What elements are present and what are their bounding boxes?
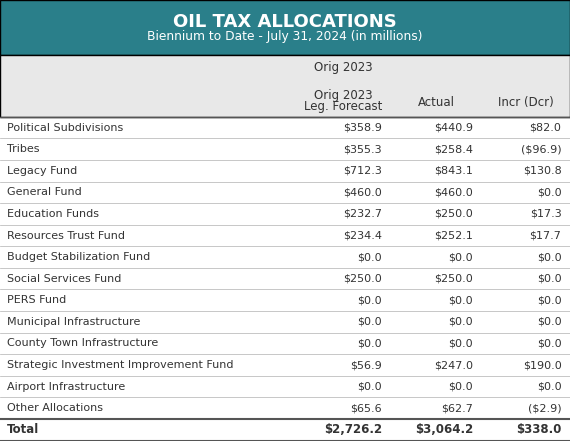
Text: Social Services Fund: Social Services Fund: [7, 274, 121, 284]
Text: Orig 2023: Orig 2023: [314, 89, 373, 102]
Text: ($2.9): ($2.9): [528, 403, 561, 413]
Text: Leg. Forecast: Leg. Forecast: [304, 101, 382, 113]
Text: $250.0: $250.0: [343, 274, 382, 284]
Text: County Town Infrastructure: County Town Infrastructure: [7, 338, 158, 348]
Text: $0.0: $0.0: [449, 252, 473, 262]
Text: Resources Trust Fund: Resources Trust Fund: [7, 231, 125, 240]
Text: $17.7: $17.7: [530, 231, 561, 240]
Text: $358.9: $358.9: [343, 123, 382, 133]
Text: $0.0: $0.0: [449, 317, 473, 327]
Text: Incr (Dcr): Incr (Dcr): [498, 96, 553, 109]
Text: $252.1: $252.1: [434, 231, 473, 240]
Text: $843.1: $843.1: [434, 166, 473, 176]
Text: $17.3: $17.3: [530, 209, 561, 219]
Text: $82.0: $82.0: [530, 123, 561, 133]
Text: $712.3: $712.3: [343, 166, 382, 176]
Text: $250.0: $250.0: [434, 209, 473, 219]
Text: $338.0: $338.0: [516, 423, 561, 437]
Text: Actual: Actual: [418, 96, 454, 109]
Text: $0.0: $0.0: [537, 381, 561, 392]
Text: Legacy Fund: Legacy Fund: [7, 166, 77, 176]
Text: $130.8: $130.8: [523, 166, 561, 176]
FancyBboxPatch shape: [0, 0, 570, 55]
Text: $0.0: $0.0: [357, 338, 382, 348]
Text: Airport Infrastructure: Airport Infrastructure: [7, 381, 125, 392]
Text: $234.4: $234.4: [343, 231, 382, 240]
Text: $0.0: $0.0: [449, 381, 473, 392]
Text: $232.7: $232.7: [343, 209, 382, 219]
Text: $355.3: $355.3: [343, 144, 382, 154]
Text: Tribes: Tribes: [7, 144, 39, 154]
Text: $0.0: $0.0: [357, 317, 382, 327]
Text: $65.6: $65.6: [351, 403, 382, 413]
Text: $0.0: $0.0: [357, 252, 382, 262]
Text: $3,064.2: $3,064.2: [415, 423, 473, 437]
Text: General Fund: General Fund: [7, 187, 82, 198]
Text: Biennium to Date - July 31, 2024 (in millions): Biennium to Date - July 31, 2024 (in mil…: [147, 30, 423, 43]
Text: $0.0: $0.0: [537, 317, 561, 327]
Text: ($96.9): ($96.9): [521, 144, 561, 154]
Text: Total: Total: [7, 423, 39, 437]
Text: $247.0: $247.0: [434, 360, 473, 370]
Text: Orig 2023: Orig 2023: [314, 61, 373, 74]
Text: $250.0: $250.0: [434, 274, 473, 284]
Text: Education Funds: Education Funds: [7, 209, 99, 219]
Text: Municipal Infrastructure: Municipal Infrastructure: [7, 317, 140, 327]
Text: Political Subdivisions: Political Subdivisions: [7, 123, 123, 133]
Text: Other Allocations: Other Allocations: [7, 403, 103, 413]
Text: $0.0: $0.0: [537, 187, 561, 198]
Text: Budget Stabilization Fund: Budget Stabilization Fund: [7, 252, 150, 262]
Text: PERS Fund: PERS Fund: [7, 295, 66, 305]
Text: $460.0: $460.0: [343, 187, 382, 198]
Text: $0.0: $0.0: [357, 295, 382, 305]
Text: $440.9: $440.9: [434, 123, 473, 133]
Text: $0.0: $0.0: [537, 295, 561, 305]
Text: Strategic Investment Improvement Fund: Strategic Investment Improvement Fund: [7, 360, 233, 370]
Text: $56.9: $56.9: [350, 360, 382, 370]
Text: $0.0: $0.0: [357, 381, 382, 392]
Text: $2,726.2: $2,726.2: [324, 423, 382, 437]
Text: $0.0: $0.0: [537, 252, 561, 262]
Text: $0.0: $0.0: [449, 338, 473, 348]
Text: OIL TAX ALLOCATIONS: OIL TAX ALLOCATIONS: [173, 13, 397, 31]
Text: $0.0: $0.0: [449, 295, 473, 305]
Text: $62.7: $62.7: [441, 403, 473, 413]
Text: $258.4: $258.4: [434, 144, 473, 154]
FancyBboxPatch shape: [0, 55, 570, 117]
Text: $0.0: $0.0: [537, 274, 561, 284]
Text: $0.0: $0.0: [537, 338, 561, 348]
Text: $190.0: $190.0: [523, 360, 561, 370]
Text: $460.0: $460.0: [434, 187, 473, 198]
